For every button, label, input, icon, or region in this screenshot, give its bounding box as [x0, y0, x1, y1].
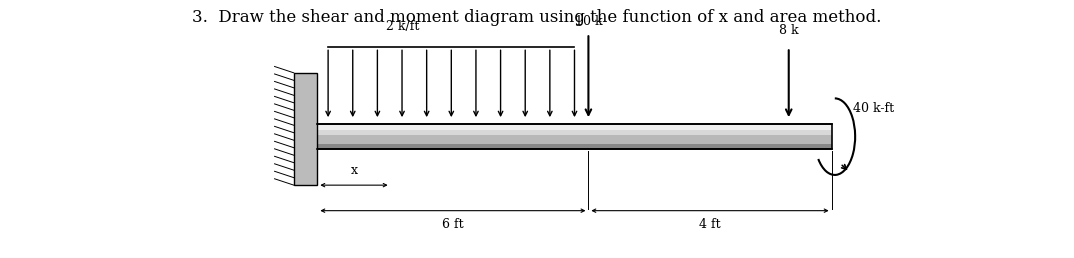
Text: 8 k: 8 k [779, 24, 799, 37]
Text: 4 ft: 4 ft [699, 218, 721, 231]
Bar [318, 135, 831, 144]
Bar [318, 124, 831, 130]
Bar [318, 124, 831, 149]
Text: 3.  Draw the shear and moment diagram using the function of x and area method.: 3. Draw the shear and moment diagram usi… [192, 9, 882, 26]
Bar [318, 144, 831, 149]
Text: 6 ft: 6 ft [442, 218, 464, 231]
Bar [318, 124, 831, 149]
Text: x: x [350, 165, 358, 178]
Text: 10 k: 10 k [575, 15, 603, 28]
Bar [318, 130, 831, 135]
Text: 2 k/ft: 2 k/ft [387, 20, 420, 33]
Bar [294, 73, 318, 185]
Text: 40 k-ft: 40 k-ft [853, 102, 895, 115]
